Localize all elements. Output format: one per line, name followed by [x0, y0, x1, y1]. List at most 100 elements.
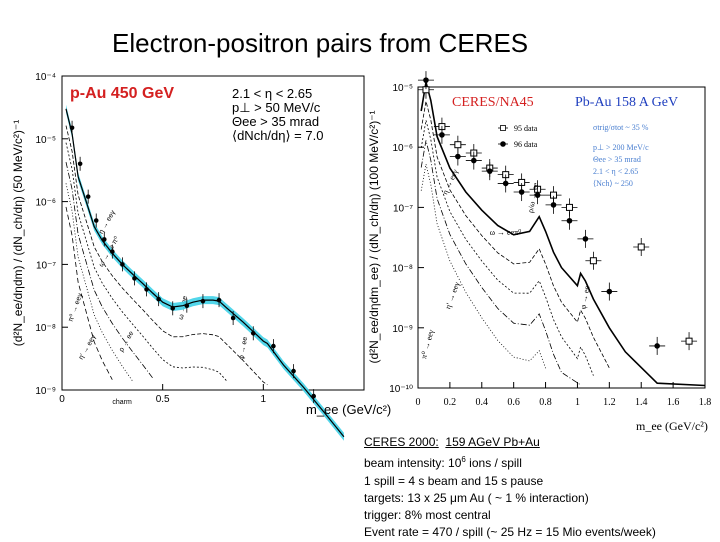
right-96-point: [455, 153, 461, 160]
right-annotation: π⁰ → eeγ: [419, 328, 436, 360]
right-96-point: [471, 157, 477, 164]
right-95-point: [565, 203, 573, 211]
right-x-tick-label: 0.6: [507, 397, 520, 408]
right-y-tick-label: 10⁻¹⁰: [389, 384, 413, 395]
left-y-tick-label: 10⁻⁷: [36, 260, 56, 271]
slide-title: Electron-positron pairs from CERES: [112, 28, 529, 58]
right-x-tick-label: 0.8: [539, 397, 552, 408]
left-data-point: [170, 305, 176, 311]
right-cut-label: 2.1 < η < 2.65: [593, 167, 638, 176]
left-data-point: [144, 287, 149, 292]
right-chart: 10⁻¹⁰ 10⁻⁹ 10⁻⁸ 10⁻⁷ 10⁻⁶ 10⁻⁵ 0 0.2 0.4 0.6 0.8 1…: [367, 71, 711, 433]
left-chart-title: p-Au 450 GeV: [70, 85, 174, 102]
right-annotation: η → eeγ: [440, 167, 460, 196]
right-total-curve: [420, 81, 706, 387]
left-data-point: [230, 315, 236, 321]
right-y-tick-label: 10⁻⁹: [392, 324, 413, 335]
left-total-curve: [65, 108, 345, 438]
right-chart-title: CERES/NA45: [452, 95, 534, 110]
right-96-point: [423, 77, 429, 83]
left-y-tick-label: 10⁻⁴: [35, 72, 56, 83]
legend-95-label: 95 data: [514, 124, 538, 133]
left-contribution-curves: [65, 125, 268, 386]
right-contribution-curve: [420, 140, 581, 386]
left-data-point: [250, 330, 256, 336]
right-y-tick-label: 10⁻⁶: [392, 143, 413, 154]
right-y-tick-label: 10⁻⁷: [393, 203, 413, 214]
left-annotation: ρ → ee: [118, 330, 135, 353]
right-96-point: [486, 168, 493, 174]
right-plot-frame: [417, 86, 706, 389]
right-96-point: [518, 189, 525, 195]
run-notes: CERES 2000: 159 AGeV Pb+Au beam intensit…: [364, 434, 656, 542]
left-data-point: [132, 276, 137, 281]
right-cut-label: Θee > 35 mrad: [593, 155, 641, 164]
notes-line-1-prefix: CERES 2000:: [364, 435, 439, 449]
left-data-point: [271, 343, 276, 349]
right-96-point: [654, 343, 660, 349]
right-cut-label: p⊥ > 200 MeV/c: [593, 143, 649, 152]
notes-line-3: 1 spill = 4 s beam and 15 s pause: [364, 473, 544, 488]
legend-96-label: 96 data: [514, 140, 538, 149]
right-contribution-curve: [420, 101, 610, 369]
right-x-tick-label: 1: [575, 397, 580, 408]
right-cut-label: ⟨Nch⟩ ~ 250: [593, 179, 633, 188]
right-x-tick-label: 0.2: [444, 397, 457, 408]
legend-96-marker: [500, 141, 506, 147]
left-data-point: [200, 298, 206, 304]
notes-line-2-exp: 6: [461, 455, 466, 465]
notes-line-4: targets: 13 x 25 μm Au ( ~ 1 % interacti…: [364, 490, 589, 505]
left-y-ticks: 10⁻⁹ 10⁻⁸ 10⁻⁷ 10⁻⁶ 10⁻⁵ 10⁻⁴: [35, 72, 68, 397]
right-contribution-curves: [420, 101, 610, 386]
right-95-point: [637, 243, 645, 251]
right-x-tick-label: 1.6: [667, 397, 680, 408]
left-annotation: charm: [112, 399, 132, 406]
notes-line-6: Event rate = 470 / spill (~ 25 Hz = 15 M…: [364, 525, 656, 540]
right-y-tick-label: 10⁻⁸: [392, 264, 413, 275]
left-data-points: [69, 120, 316, 404]
left-contribution-curve: [65, 162, 153, 379]
left-x-tick-label: 0: [59, 394, 65, 405]
left-data-point: [93, 218, 99, 223]
right-legend: 95 data 96 data: [498, 124, 538, 149]
left-data-point: [291, 368, 296, 374]
right-96-point: [606, 288, 613, 295]
left-data-point: [77, 161, 83, 167]
left-contribution-curve: [65, 125, 268, 386]
left-contribution-curve: [65, 142, 228, 382]
left-data-point: [69, 125, 75, 131]
notes-line-5: trigger: 8% most central: [364, 508, 491, 523]
right-y-ticks: 10⁻¹⁰ 10⁻⁹ 10⁻⁸ 10⁻⁷ 10⁻⁶ 10⁻⁵: [389, 83, 424, 395]
right-annotation: ω → eeπ⁰: [490, 228, 522, 237]
right-96-point: [550, 202, 557, 208]
left-cut-label: Θee > 35 mrad: [232, 114, 319, 129]
left-data-point: [85, 194, 91, 199]
left-data-point: [110, 249, 115, 254]
right-x-axis-label: m_ee (GeV/c²): [636, 419, 708, 433]
notes-line-2: beam intensity: 106 ions / spill: [364, 451, 656, 472]
left-data-point: [311, 393, 316, 399]
left-annotation: η → eeγ: [98, 209, 117, 236]
left-data-point: [101, 237, 107, 242]
right-x-tick-label: 0: [416, 397, 421, 408]
notes-line-1: CERES 2000: 159 AGeV Pb+Au: [364, 434, 656, 451]
right-cut-label: σtrig/σtot ~ 35 %: [593, 123, 649, 132]
right-96-point: [566, 217, 573, 224]
right-contribution-curve: [420, 120, 594, 376]
right-x-tick-label: 1.4: [635, 397, 648, 408]
right-95-point: [454, 141, 462, 149]
notes-line-2-prefix: beam intensity: 10: [364, 456, 462, 471]
right-x-tick-label: 1.8: [699, 397, 712, 408]
right-annotation: η' → eeγ: [443, 280, 461, 310]
right-cuts: σtrig/σtot ~ 35 % p⊥ > 200 MeV/c Θee > 35 …: [593, 123, 649, 188]
legend-95-marker: [500, 125, 506, 131]
notes-line-2-suffix: ions / spill: [465, 456, 522, 471]
left-plot-frame: [61, 75, 365, 391]
left-cut-label: p⊥ > 50 MeV/c: [232, 100, 321, 115]
right-96-point: [534, 192, 541, 198]
left-cut-label: ⟨dNch/dη⟩ = 7.0: [232, 128, 323, 143]
right-96-point: [439, 132, 445, 138]
